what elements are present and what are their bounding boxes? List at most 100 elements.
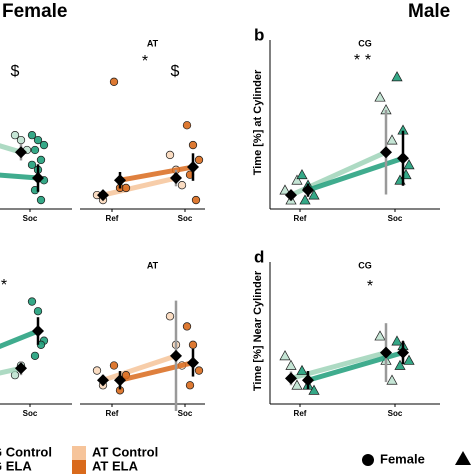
significance-mark: * xyxy=(354,52,360,69)
data-point xyxy=(165,312,175,321)
mean-marker xyxy=(114,174,126,187)
data-point xyxy=(36,195,46,205)
panel-letter: b xyxy=(254,25,264,44)
x-tick-label: Soc xyxy=(388,214,403,223)
data-point xyxy=(194,366,204,375)
data-point xyxy=(374,91,386,102)
x-tick-label: Ref xyxy=(106,409,119,418)
x-tick-label: Ref xyxy=(294,214,307,223)
x-tick-label: Ref xyxy=(106,214,119,223)
x-tick-label: Ref xyxy=(294,409,307,418)
mean-marker xyxy=(380,346,392,359)
legend-label: AT ELA xyxy=(92,458,139,473)
legend-label: AT Control xyxy=(92,444,158,459)
mean-marker xyxy=(397,152,409,165)
data-point xyxy=(386,374,398,385)
mean-marker xyxy=(285,189,297,202)
data-point xyxy=(386,134,398,145)
data-point xyxy=(121,183,131,193)
panel-letter: d xyxy=(254,247,264,266)
data-point xyxy=(188,140,198,150)
data-point xyxy=(16,135,26,145)
mean-marker xyxy=(32,172,44,185)
mean-line xyxy=(307,350,404,383)
header: Female xyxy=(2,1,67,22)
mean-marker xyxy=(380,146,392,159)
mean-line xyxy=(0,328,39,349)
data-point xyxy=(296,169,308,180)
data-point xyxy=(27,160,37,170)
mean-marker xyxy=(170,172,182,185)
mean-marker xyxy=(302,184,314,197)
data-point xyxy=(109,361,119,370)
data-point xyxy=(308,384,320,395)
significance-mark: * xyxy=(142,53,148,70)
mean-line xyxy=(119,164,194,183)
data-point xyxy=(191,195,201,205)
data-point xyxy=(279,350,291,361)
data-point xyxy=(194,155,204,165)
data-point xyxy=(36,155,46,165)
mean-line xyxy=(102,175,177,198)
data-point xyxy=(185,381,195,390)
legend-shape xyxy=(362,454,374,466)
data-point xyxy=(33,307,43,316)
data-point xyxy=(291,174,303,185)
significance-mark: $ xyxy=(11,63,20,80)
x-tick-label: Soc xyxy=(23,409,38,418)
data-point xyxy=(30,351,40,360)
data-point xyxy=(27,297,37,306)
data-point xyxy=(177,181,187,190)
mean-line xyxy=(307,155,404,193)
mean-marker xyxy=(97,374,109,387)
legend-swatch xyxy=(72,460,86,474)
data-point xyxy=(299,194,311,205)
significance-mark: $ xyxy=(171,63,180,80)
data-point xyxy=(291,379,303,390)
data-point xyxy=(30,145,40,155)
panel-title: CG xyxy=(358,38,372,48)
data-point xyxy=(391,71,403,82)
data-point xyxy=(279,184,291,195)
data-point xyxy=(403,159,415,170)
significance-mark: * xyxy=(365,52,371,69)
mean-marker xyxy=(285,372,297,385)
mean-marker xyxy=(187,161,199,174)
y-axis-label: Time [%] at Cylinder xyxy=(252,69,264,175)
x-tick-label: Soc xyxy=(23,214,38,223)
legend-label: G Control xyxy=(0,444,52,459)
data-point xyxy=(188,340,198,349)
mean-marker xyxy=(97,189,109,202)
data-point xyxy=(182,121,192,130)
header: Male xyxy=(408,1,450,22)
panel-title: AT xyxy=(147,260,159,270)
mean-line xyxy=(0,143,22,155)
mean-marker xyxy=(15,362,27,375)
x-tick-label: Soc xyxy=(388,409,403,418)
legend-label: G ELA xyxy=(0,458,32,473)
data-point xyxy=(165,150,175,160)
data-point xyxy=(308,189,320,200)
legend-shape xyxy=(455,451,471,465)
mean-marker xyxy=(397,346,409,359)
legend-swatch xyxy=(72,446,86,460)
legend-label: Female xyxy=(380,451,425,466)
mean-marker xyxy=(32,325,44,337)
data-point xyxy=(296,364,308,375)
data-point xyxy=(394,359,406,370)
data-point xyxy=(391,335,403,346)
significance-mark: * xyxy=(1,277,7,294)
data-point xyxy=(33,135,43,145)
x-tick-label: Soc xyxy=(178,214,193,223)
mean-marker xyxy=(302,374,314,387)
panel-title: AT xyxy=(147,38,159,48)
y-axis-label: Time [%] Near Cylinder xyxy=(252,270,264,391)
mean-marker xyxy=(15,146,27,159)
data-point xyxy=(27,130,37,140)
mean-marker xyxy=(170,349,182,362)
data-point xyxy=(92,366,102,375)
mean-marker xyxy=(187,356,199,369)
x-tick-label: Soc xyxy=(178,409,193,418)
data-point xyxy=(10,130,20,140)
